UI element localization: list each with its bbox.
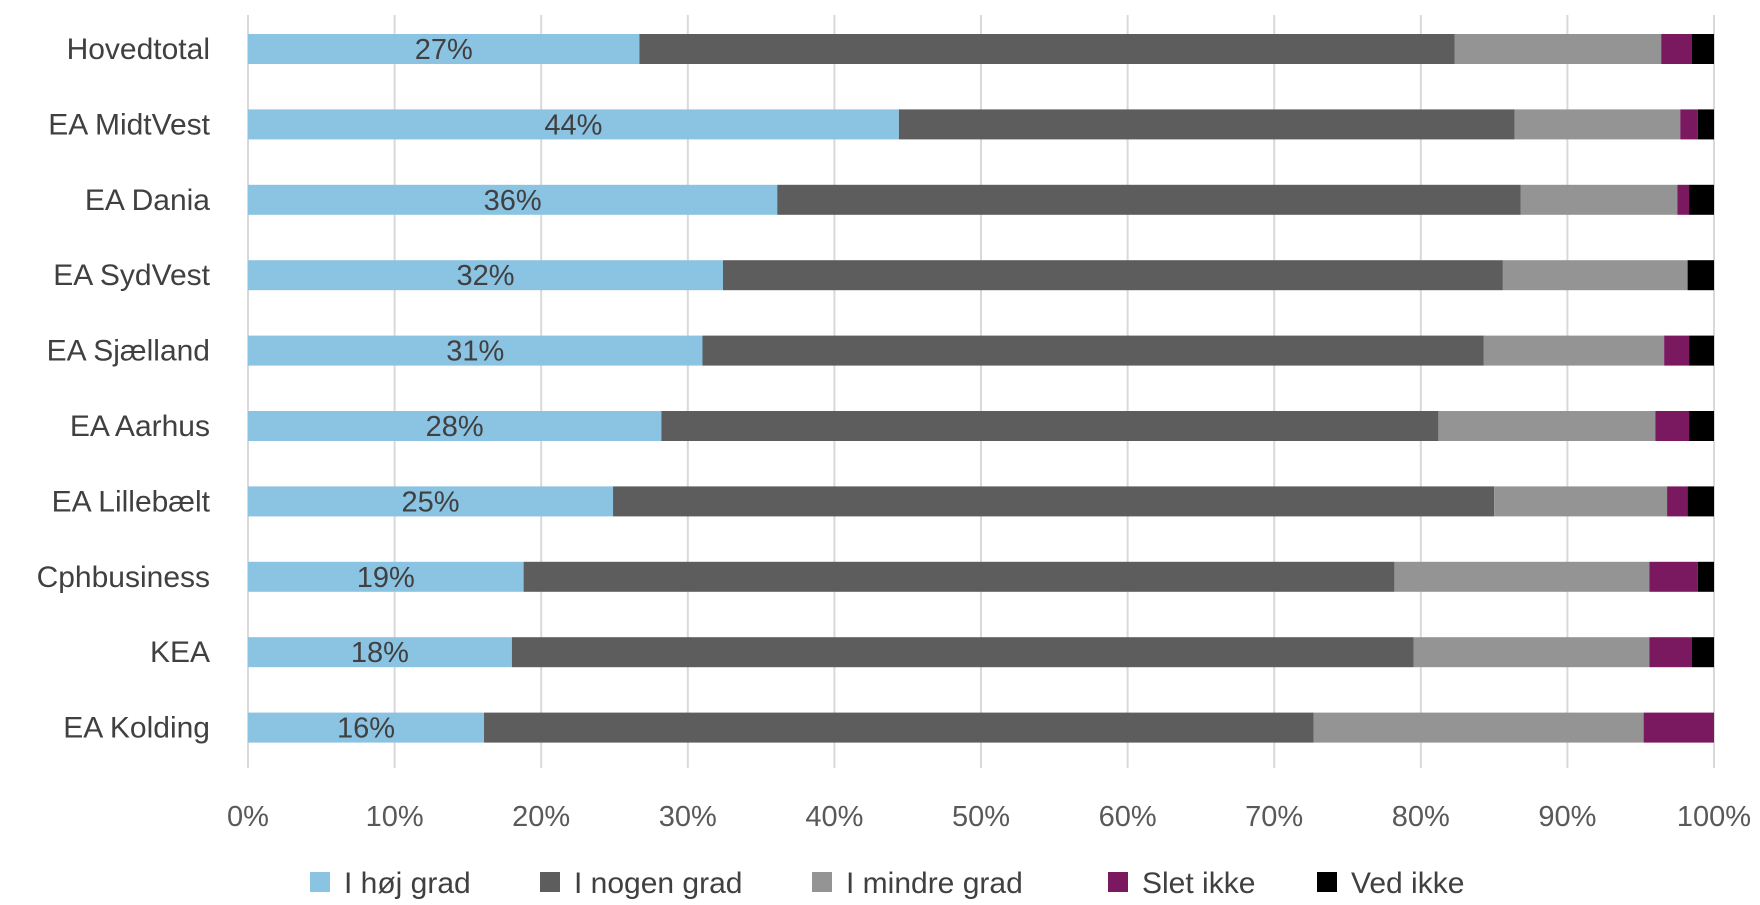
category-label: EA Lillebælt — [52, 485, 211, 518]
bar-segment — [1454, 34, 1662, 64]
bar-segment — [1649, 561, 1698, 592]
bar-segment — [1687, 486, 1714, 517]
data-label: 31% — [446, 336, 504, 368]
category-label: Cphbusiness — [37, 561, 210, 594]
x-tick-label: 50% — [952, 801, 1010, 833]
data-label: 18% — [351, 637, 409, 669]
bar-segment — [1494, 486, 1668, 517]
category-label: KEA — [150, 636, 210, 669]
x-tick-label: 30% — [659, 801, 717, 833]
bar-segment — [1643, 712, 1714, 743]
data-label: 28% — [426, 411, 484, 443]
legend-label: Ved ikke — [1351, 867, 1464, 900]
bar-segment — [1394, 561, 1650, 592]
x-tick-label: 70% — [1245, 801, 1303, 833]
bar-segment — [1483, 335, 1665, 366]
category-label: EA Aarhus — [70, 410, 210, 443]
bar-segment — [661, 411, 1439, 441]
category-label: EA SydVest — [53, 259, 210, 292]
legend-swatch — [540, 872, 560, 892]
bar-segment — [484, 712, 1314, 743]
bar-segment — [1687, 260, 1714, 291]
legend-swatch — [812, 872, 832, 892]
x-tick-label: 10% — [366, 801, 424, 833]
data-label: 36% — [484, 185, 542, 217]
bar-segment — [248, 637, 512, 668]
category-label: EA MidtVest — [48, 108, 210, 141]
bar-segment — [1677, 184, 1690, 215]
bar-segment — [1692, 637, 1714, 668]
bar-segment — [1692, 34, 1714, 64]
bar-segment — [1514, 109, 1681, 140]
legend-label: Slet ikke — [1142, 867, 1255, 900]
category-label: EA Sjælland — [47, 335, 210, 368]
bar-segment — [702, 335, 1484, 366]
data-label: 27% — [415, 34, 473, 66]
bar-segment — [898, 109, 1515, 140]
bar-segment — [639, 34, 1455, 64]
legend-label: I nogen grad — [574, 867, 742, 900]
bar-segment — [1313, 712, 1644, 743]
bar-segment — [1689, 184, 1714, 215]
category-label: Hovedtotal — [67, 33, 210, 66]
legend-swatch — [1317, 872, 1337, 892]
x-tick-label: 20% — [512, 801, 570, 833]
bar-segment — [1680, 109, 1698, 140]
category-axis-labels: Hovedtotal EA MidtVest EA Dania EA SydVest E… — [37, 33, 211, 745]
x-tick-label: 80% — [1392, 801, 1450, 833]
bar-segment — [613, 486, 1495, 517]
bar-segment — [1413, 637, 1650, 668]
category-label: EA Dania — [85, 184, 210, 217]
bar-segment — [248, 34, 640, 64]
data-labels: 27% 44% 36% 32% 31% 28% 25% 19% 18% 16% — [337, 34, 602, 745]
x-tick-label: 100% — [1677, 801, 1751, 833]
legend-label: I mindre grad — [846, 867, 1023, 900]
x-tick-label: 0% — [227, 801, 269, 833]
bar-segment — [248, 109, 899, 140]
bar-segment — [1649, 637, 1693, 668]
bar-segment — [248, 712, 485, 743]
bar-segment — [248, 260, 723, 291]
legend-swatch — [1108, 872, 1128, 892]
bar-segment — [248, 561, 524, 592]
bar-segment — [248, 411, 662, 441]
bar-segment — [523, 561, 1395, 592]
bar-segment — [1438, 411, 1656, 441]
bar-segment — [722, 260, 1503, 291]
legend-swatch — [310, 872, 330, 892]
x-tick-label: 90% — [1538, 801, 1596, 833]
legend: I høj grad I nogen grad I mindre grad Slet … — [310, 867, 1464, 900]
data-label: 19% — [357, 562, 415, 594]
bar-segment — [1667, 486, 1688, 517]
bar-segment — [1655, 411, 1690, 441]
category-label: EA Kolding — [63, 712, 210, 745]
data-label: 16% — [337, 713, 395, 745]
bar-segment — [1502, 260, 1688, 291]
data-label: 44% — [544, 109, 602, 141]
bar-segment — [1520, 184, 1678, 215]
data-label: 32% — [456, 260, 514, 292]
data-label: 25% — [401, 486, 459, 518]
bar-segment — [1697, 561, 1714, 592]
x-tick-label: 60% — [1099, 801, 1157, 833]
bar-segment — [1697, 109, 1714, 140]
x-tick-label: 40% — [805, 801, 863, 833]
bar-segment — [1664, 335, 1690, 366]
bars — [248, 34, 1714, 743]
bar-segment — [511, 637, 1414, 668]
bar-segment — [777, 184, 1521, 215]
bar-segment — [248, 184, 778, 215]
bar-segment — [248, 486, 614, 517]
bar-segment — [1661, 34, 1693, 64]
x-axis-tick-labels: 0% 10% 20% 30% 40% 50% 60% 70% 80% 90% 100% — [227, 801, 1751, 833]
bar-segment — [1689, 411, 1714, 441]
legend-label: I høj grad — [344, 867, 471, 900]
bar-segment — [248, 335, 703, 366]
bar-segment — [1689, 335, 1714, 366]
